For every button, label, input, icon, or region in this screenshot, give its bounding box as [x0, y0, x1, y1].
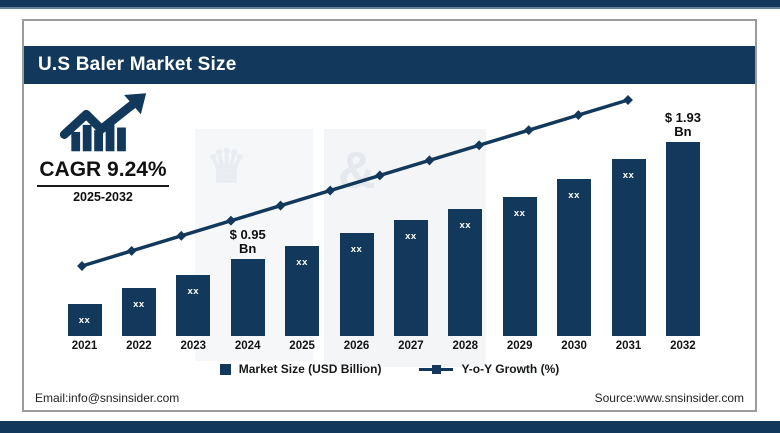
value-annotation-2032: $ 1.93 Bn	[664, 110, 701, 139]
x-axis-tick-2027: 2027	[398, 340, 424, 352]
bar-2027: xx	[393, 220, 428, 336]
cagr-block: CAGR 9.24% 2025-2032	[36, 93, 170, 204]
legend-item-yoy-growth: Y-o-Y Growth (%)	[419, 362, 559, 376]
bottom-navy-strip	[0, 421, 780, 433]
bar-value-label: xx	[350, 244, 363, 255]
x-axis-tick-2021: 2021	[71, 340, 98, 352]
bar-2028: xx	[448, 209, 483, 336]
legend-item-market-size: Market Size (USD Billion)	[219, 362, 382, 376]
legend-line-label: Y-o-Y Growth (%)	[461, 362, 560, 376]
chart-title-bar: U.S Baler Market Size	[24, 46, 755, 84]
chart-title: U.S Baler Market Size	[38, 54, 237, 75]
bar-value-label: xx	[78, 315, 91, 326]
top-accent-line	[0, 7, 780, 9]
bar-2026: xx	[339, 233, 374, 336]
bar-2029: xx	[502, 197, 537, 336]
x-axis-tick-2026: 2026	[343, 340, 370, 352]
x-axis-tick-2031: 2031	[615, 340, 642, 352]
bar-value-label: xx	[405, 231, 417, 242]
bar-2030: xx	[557, 179, 592, 336]
bar-2024	[230, 259, 265, 336]
value-annotation-2024: $ 0.95 Bn	[229, 227, 266, 256]
board-footer: Email:info@snsinsider.com Source:www.sns…	[35, 391, 744, 405]
bar-value-label: xx	[459, 220, 472, 231]
line-marker-icon	[419, 364, 454, 374]
bar-2031: xx	[611, 159, 646, 336]
bar-2032	[665, 142, 700, 336]
cagr-period: 2025-2032	[73, 190, 133, 204]
x-axis-tick-2024: 2024	[234, 340, 261, 352]
bar-value-label: xx	[568, 190, 580, 201]
bar-value-label: xx	[622, 170, 635, 181]
growth-chart-icon	[59, 93, 147, 152]
bar-value-label: xx	[187, 286, 200, 297]
bar-2025: xx	[285, 246, 320, 336]
top-navy-strip	[0, 0, 780, 7]
footer-source: Source:www.snsinsider.com	[594, 391, 744, 405]
bar-swatch-icon	[219, 363, 231, 375]
x-axis-tick-2028: 2028	[452, 340, 479, 352]
bar-value-label: xx	[513, 208, 526, 219]
chart-board: ♛ & U.S Baler Market Size CAGR 9.24%	[22, 19, 757, 412]
chart-legend: Market Size (USD Billion) Y-o-Y Growth (…	[24, 362, 755, 376]
x-axis-tick-2029: 2029	[506, 340, 533, 352]
bar-2021: xx	[67, 304, 102, 336]
cagr-value: CAGR 9.24%	[37, 156, 169, 187]
bar-2022: xx	[121, 288, 156, 336]
bar-value-label: xx	[133, 299, 145, 310]
bar-2023: xx	[176, 275, 211, 336]
x-axis-tick-2030: 2030	[561, 340, 587, 352]
bar-value-label: xx	[296, 257, 308, 268]
legend-bar-label: Market Size (USD Billion)	[238, 362, 382, 376]
x-axis-tick-2032: 2032	[670, 340, 696, 352]
x-axis-tick-2023: 2023	[180, 340, 207, 352]
x-axis-tick-2022: 2022	[126, 340, 152, 352]
footer-email: Email:info@snsinsider.com	[35, 391, 180, 405]
x-axis-tick-2025: 2025	[289, 340, 315, 352]
